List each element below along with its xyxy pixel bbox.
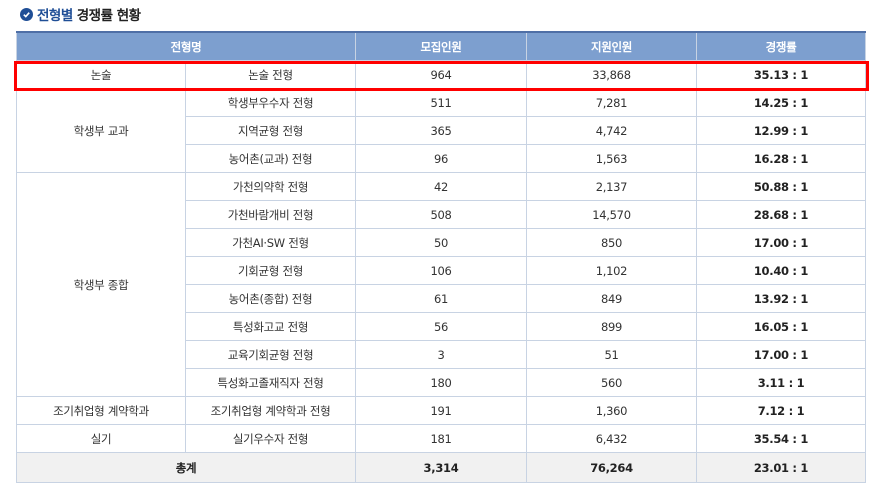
table-row: 교육기회균형 전형 3 51 17.00 : 1 xyxy=(17,340,866,369)
rate-cell: 12.99 : 1 xyxy=(696,116,866,145)
name-cell: 특성화고교 전형 xyxy=(185,312,356,341)
name-cell: 지역균형 전형 xyxy=(185,116,356,145)
name-cell: 가천바람개비 전형 xyxy=(185,200,356,229)
rate-cell: 10.40 : 1 xyxy=(696,256,866,285)
applicants-cell: 7,281 xyxy=(526,88,697,117)
header-quota: 모집인원 xyxy=(355,31,527,61)
total-row: 총계 3,314 76,264 23.01 : 1 xyxy=(16,452,866,483)
table-row: 농어촌(교과) 전형 96 1,563 16.28 : 1 xyxy=(17,144,866,173)
header-name: 전형명 xyxy=(16,31,356,61)
table-row: 실기 실기우수자 전형 181 6,432 35.54 : 1 xyxy=(16,424,866,453)
total-label: 총계 xyxy=(16,452,356,483)
applicants-cell: 51 xyxy=(526,340,697,369)
rate-cell: 7.12 : 1 xyxy=(696,396,866,425)
table-row: 논술 논술 전형 964 33,868 35.13 : 1 xyxy=(16,60,866,89)
table-row: 기회균형 전형 106 1,102 10.40 : 1 xyxy=(17,256,866,285)
name-cell: 조기취업형 계약학과 전형 xyxy=(185,396,356,425)
group-cell: 학생부 교과 xyxy=(16,88,186,173)
total-applicants: 76,264 xyxy=(526,452,697,483)
check-circle-icon xyxy=(20,7,33,21)
title-accent: 전형별 xyxy=(37,8,73,24)
quota-cell: 96 xyxy=(355,144,527,173)
name-cell: 기회균형 전형 xyxy=(185,256,356,285)
rate-cell: 28.68 : 1 xyxy=(696,200,866,229)
header-rate: 경쟁률 xyxy=(696,31,866,61)
quota-cell: 56 xyxy=(355,312,527,341)
quota-cell: 3 xyxy=(355,340,527,369)
rate-cell: 35.54 : 1 xyxy=(696,424,866,453)
quota-cell: 365 xyxy=(355,116,527,145)
rate-cell: 13.92 : 1 xyxy=(696,284,866,313)
name-cell: 특성화고졸재직자 전형 xyxy=(185,368,356,397)
table-row: 농어촌(종합) 전형 61 849 13.92 : 1 xyxy=(17,284,866,313)
header-applicants: 지원인원 xyxy=(526,31,697,61)
quota-cell: 964 xyxy=(355,60,527,89)
quota-cell: 50 xyxy=(355,228,527,257)
table-row: 지역균형 전형 365 4,742 12.99 : 1 xyxy=(17,116,866,145)
group-cell: 학생부 종합 xyxy=(16,172,186,397)
applicants-cell: 1,563 xyxy=(526,144,697,173)
rate-cell: 16.05 : 1 xyxy=(696,312,866,341)
table-row: 조기취업형 계약학과 조기취업형 계약학과 전형 191 1,360 7.12 … xyxy=(16,396,866,425)
quota-cell: 181 xyxy=(355,424,527,453)
total-quota: 3,314 xyxy=(355,452,527,483)
applicants-cell: 14,570 xyxy=(526,200,697,229)
applicants-cell: 899 xyxy=(526,312,697,341)
name-cell: 농어촌(종합) 전형 xyxy=(185,284,356,313)
competition-table: 전형명 모집인원 지원인원 경쟁률 논술 논술 전형 964 33,868 35… xyxy=(16,31,866,483)
group-cell: 조기취업형 계약학과 xyxy=(16,396,186,425)
quota-cell: 191 xyxy=(355,396,527,425)
quota-cell: 511 xyxy=(355,88,527,117)
name-cell: 농어촌(교과) 전형 xyxy=(185,144,356,173)
group-cell: 논술 xyxy=(16,60,186,89)
rate-cell: 50.88 : 1 xyxy=(696,172,866,201)
rate-cell: 3.11 : 1 xyxy=(696,368,866,397)
rate-cell: 35.13 : 1 xyxy=(696,60,866,89)
name-cell: 가천의약학 전형 xyxy=(185,172,356,201)
name-cell: 학생부우수자 전형 xyxy=(185,88,356,117)
table-row: 특성화고교 전형 56 899 16.05 : 1 xyxy=(17,312,866,341)
applicants-cell: 1,102 xyxy=(526,256,697,285)
quota-cell: 42 xyxy=(355,172,527,201)
name-cell: 가천AI·SW 전형 xyxy=(185,228,356,257)
group-cell: 실기 xyxy=(16,424,186,453)
name-cell: 교육기회균형 전형 xyxy=(185,340,356,369)
rate-cell: 17.00 : 1 xyxy=(696,228,866,257)
table-row: 학생부 종합 가천의약학 전형 42 2,137 50.88 : 1 xyxy=(16,172,866,397)
applicants-cell: 4,742 xyxy=(526,116,697,145)
section-title: 전형별 경쟁률 현황 xyxy=(20,4,141,24)
quota-cell: 508 xyxy=(355,200,527,229)
header-row: 전형명 모집인원 지원인원 경쟁률 xyxy=(16,31,866,61)
total-rate: 23.01 : 1 xyxy=(696,452,866,483)
rate-cell: 17.00 : 1 xyxy=(696,340,866,369)
name-cell: 실기우수자 전형 xyxy=(185,424,356,453)
table-row: 가천AI·SW 전형 50 850 17.00 : 1 xyxy=(17,228,866,257)
quota-cell: 180 xyxy=(355,368,527,397)
name-cell: 논술 전형 xyxy=(185,60,356,89)
applicants-cell: 2,137 xyxy=(526,172,697,201)
rate-cell: 14.25 : 1 xyxy=(696,88,866,117)
applicants-cell: 1,360 xyxy=(526,396,697,425)
quota-cell: 106 xyxy=(355,256,527,285)
title-rest: 경쟁률 현황 xyxy=(76,8,141,24)
applicants-cell: 849 xyxy=(526,284,697,313)
quota-cell: 61 xyxy=(355,284,527,313)
applicants-cell: 6,432 xyxy=(526,424,697,453)
applicants-cell: 33,868 xyxy=(526,60,697,89)
table-row: 학생부 교과 학생부우수자 전형 511 7,281 14.25 : 1 xyxy=(16,88,866,173)
applicants-cell: 850 xyxy=(526,228,697,257)
table-row: 가천바람개비 전형 508 14,570 28.68 : 1 xyxy=(17,200,866,229)
rate-cell: 16.28 : 1 xyxy=(696,144,866,173)
applicants-cell: 560 xyxy=(526,368,697,397)
